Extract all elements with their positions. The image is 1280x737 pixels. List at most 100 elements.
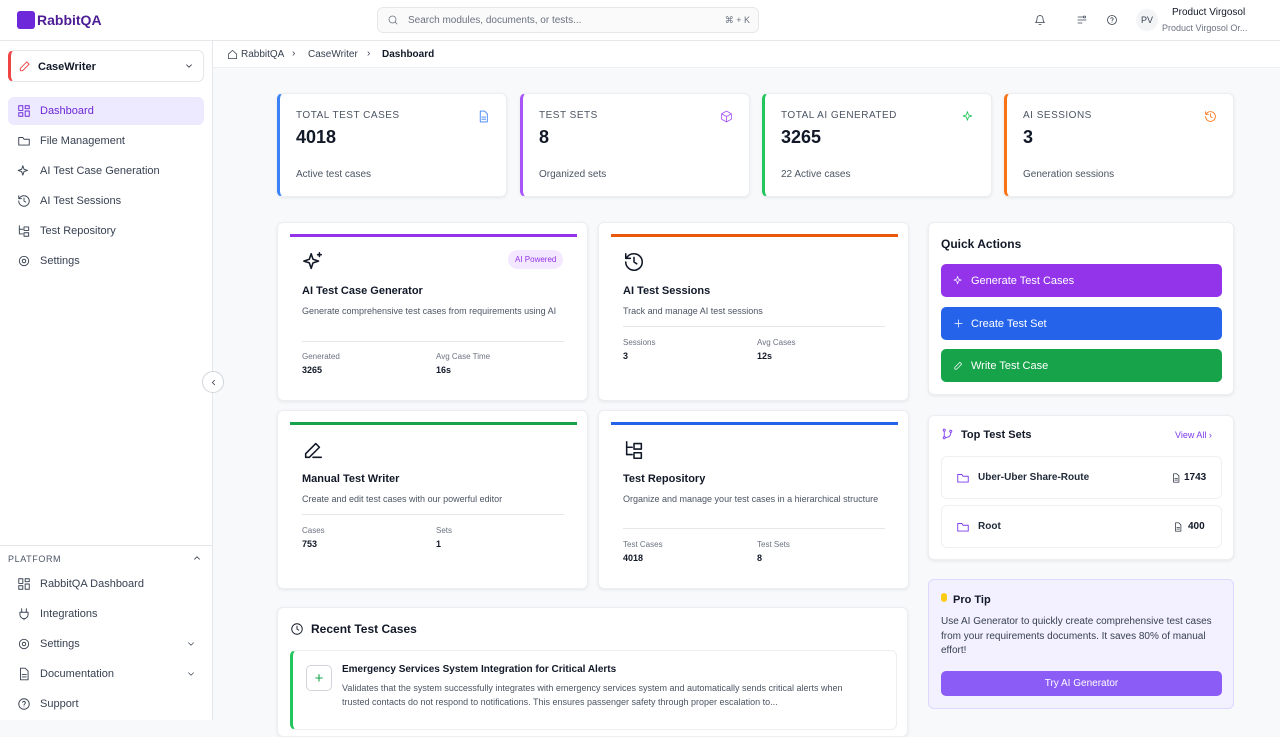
badge: AI Powered [508, 250, 564, 269]
search-icon [388, 15, 398, 25]
nav-label: Test Repository [40, 225, 116, 237]
top-test-sets: Top Test Sets View All › Uber-Uber Share… [928, 415, 1234, 560]
module-description: Track and manage AI test sessions [623, 306, 763, 316]
separator: › [292, 48, 296, 59]
nav-label: RabbitQA Dashboard [40, 578, 144, 590]
nav-label: Support [40, 698, 79, 710]
nav-label: AI Test Case Generation [40, 165, 160, 177]
module-title: Test Repository [623, 473, 706, 485]
test-case-title: Emergency Services System Integration fo… [342, 664, 617, 675]
button-label: Generate Test Cases [971, 274, 1075, 287]
nav-item[interactable]: Settings [8, 247, 204, 275]
stat-label: Cases [302, 526, 325, 535]
nav-item[interactable]: Test Repository [8, 217, 204, 245]
module-card[interactable]: AI Powered AI Test Case Generator Genera… [277, 222, 588, 401]
accent-bar [611, 234, 898, 237]
section-title: PLATFORM [8, 554, 62, 564]
stat-card: TOTAL AI GENERATED 3265 22 Active cases [762, 93, 992, 197]
stat-card: AI SESSIONS 3 Generation sessions [1004, 93, 1234, 197]
module-card[interactable]: AI Test Sessions Track and manage AI tes… [598, 222, 909, 401]
stat-card: TOTAL TEST CASES 4018 Active test cases [277, 93, 507, 197]
action-button[interactable]: Generate Test Cases [941, 264, 1222, 297]
divider [0, 545, 212, 546]
divider [302, 341, 564, 342]
workspace-icon [19, 61, 30, 72]
stat-value: 12s [757, 351, 773, 361]
collapse-button[interactable] [202, 371, 224, 393]
stat-label: Sessions [623, 338, 656, 347]
section-title: Top Test Sets [961, 429, 1032, 441]
stat-note: Active test cases [296, 169, 372, 180]
breadcrumb-item[interactable]: RabbitQA [241, 49, 285, 60]
nav-label: Dashboard [40, 105, 94, 117]
recent-test-cases: Recent Test Cases + Emergency Services S… [277, 607, 908, 737]
action-button[interactable]: Create Test Set [941, 307, 1222, 340]
test-set-row[interactable]: Uber-Uber Share-Route 1743 [941, 456, 1222, 499]
shortcut: ⌘ + K [724, 15, 750, 25]
help-icon[interactable] [1106, 14, 1118, 26]
stat-label: Avg Case Time [436, 352, 491, 361]
stat-value: 3265 [781, 127, 822, 147]
module-description: Organize and manage your test cases in a… [623, 494, 879, 504]
breadcrumb-item[interactable]: CaseWriter [308, 49, 358, 60]
nav-item[interactable]: Support [8, 690, 204, 718]
logo[interactable]: RabbitQA [37, 12, 102, 28]
test-set-count: 400 [1188, 521, 1205, 532]
test-set-name: Root [978, 521, 1001, 532]
module-title: Manual Test Writer [302, 473, 400, 485]
stat-value: 3 [623, 351, 629, 361]
sidebar: CaseWriter Dashboard File Management AI … [0, 41, 213, 720]
add-icon: + [306, 665, 332, 691]
view-all-link[interactable]: View All › [1175, 430, 1212, 440]
nav-item[interactable]: AI Test Sessions [8, 187, 204, 215]
stat-label: TOTAL AI GENERATED [781, 110, 897, 121]
stat-note: Organized sets [539, 169, 607, 180]
breadcrumb-item: Dashboard [382, 49, 435, 60]
nav-label: Settings [40, 255, 80, 267]
test-case-description: Validates that the system successfully i… [342, 683, 843, 707]
avatar[interactable]: PV [1136, 9, 1158, 31]
search-box[interactable]: Search modules, documents, or tests... ⌘… [377, 7, 759, 33]
nav-item[interactable]: Integrations [8, 600, 204, 628]
nav-item[interactable]: RabbitQA Dashboard [8, 570, 204, 598]
nav-item[interactable]: Dashboard [8, 97, 204, 125]
link-label: View All [1175, 430, 1207, 440]
module-description: Create and edit test cases with our powe… [302, 494, 503, 504]
nav-item[interactable]: Settings [8, 630, 204, 658]
module-card[interactable]: Test Repository Organize and manage your… [598, 410, 909, 589]
nav-label: Documentation [40, 668, 114, 680]
nav-label: File Management [40, 135, 125, 147]
divider [302, 514, 564, 515]
test-set-name: Uber-Uber Share-Route [978, 472, 1090, 483]
nav-item[interactable]: Documentation [8, 660, 204, 688]
tip-button[interactable]: Try AI Generator [941, 671, 1222, 696]
stat-label: Generated [302, 352, 340, 361]
module-card[interactable]: Manual Test Writer Create and edit test … [277, 410, 588, 589]
section-title: Recent Test Cases [311, 622, 417, 636]
nav-item[interactable]: AI Test Case Generation [8, 157, 204, 185]
stat-label: TEST SETS [539, 110, 598, 121]
settings-icon[interactable] [1076, 14, 1088, 26]
module-description: Generate comprehensive test cases from r… [302, 306, 557, 316]
test-set-row[interactable]: Root 400 [941, 505, 1222, 548]
stat-value: 3 [1023, 127, 1034, 147]
collapse-chevron[interactable] [192, 553, 202, 563]
user-name: Product Virgosol [1172, 7, 1246, 18]
bulb-icon [941, 593, 947, 602]
accent-bar [611, 422, 898, 425]
nav-item[interactable]: File Management [8, 127, 204, 155]
test-case-row[interactable]: + Emergency Services System Integration … [290, 650, 897, 730]
action-button[interactable]: Write Test Case [941, 349, 1222, 382]
test-set-count: 1743 [1184, 472, 1207, 483]
stat-value: 4018 [296, 127, 337, 147]
nav-label: Settings [40, 638, 80, 650]
workspace-select[interactable]: CaseWriter [8, 50, 204, 82]
button-label: Write Test Case [971, 359, 1049, 372]
header: RabbitQA Search modules, documents, or t… [0, 0, 1280, 41]
stat-label: AI SESSIONS [1023, 110, 1092, 121]
stat-note: Generation sessions [1023, 169, 1115, 180]
stat-label: Test Sets [757, 540, 790, 549]
bell-icon[interactable] [1034, 14, 1046, 26]
